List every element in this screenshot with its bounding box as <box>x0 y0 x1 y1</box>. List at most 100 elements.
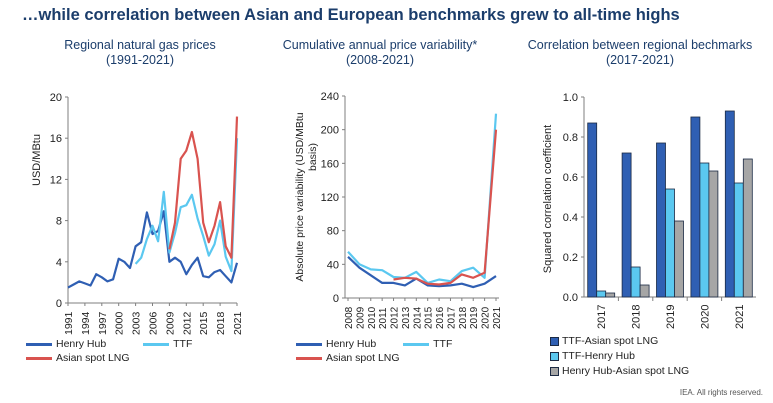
legend-item: Henry Hub <box>296 338 376 351</box>
x-tick-label: 1994 <box>80 311 92 335</box>
y-tick-label: 120 <box>321 192 339 204</box>
chart2-legend: Henry Hub TTF Asian spot LNG <box>296 337 462 365</box>
legend-swatch <box>26 357 52 360</box>
chart3-title: Correlation between regional bechmarks <box>527 38 753 52</box>
legend-item: TTF <box>403 338 452 351</box>
chart3-subtitle: (2017-2021) <box>605 53 675 67</box>
series-line <box>168 116 239 259</box>
chart1-subtitle: (1991-2021) <box>105 53 175 67</box>
y-tick-label: 160 <box>321 158 339 170</box>
y-tick-label: 200 <box>321 125 339 137</box>
x-tick-label: 2009 <box>164 311 176 335</box>
x-tick-label: 2021 <box>734 305 746 329</box>
legend-label: Henry Hub <box>56 338 107 350</box>
x-tick-label: 2020 <box>699 305 711 329</box>
bar <box>699 162 710 298</box>
y-axis-title: Absolute price variability (USD/MBtu <box>294 112 306 281</box>
x-tick-label: 2015 <box>424 306 435 329</box>
y-tick-label: 80 <box>327 226 339 238</box>
series-line <box>347 256 497 289</box>
legend-swatch <box>26 343 52 346</box>
chart1-legend: Henry Hub TTF Asian spot LNG <box>26 337 202 365</box>
legend-item: Asian spot LNG <box>26 352 130 365</box>
chart1-title: Regional natural gas prices <box>64 38 216 52</box>
y-axis-title: USD/MBtu <box>31 134 43 186</box>
x-tick-label: 2010 <box>367 306 378 329</box>
legend-label: TTF-Asian spot LNG <box>562 335 659 347</box>
series-line <box>67 210 239 289</box>
bar <box>708 170 719 298</box>
x-tick-label: 2015 <box>198 311 210 335</box>
x-tick-label: 2020 <box>481 306 492 329</box>
x-tick-label: 2018 <box>631 305 643 329</box>
bar <box>724 110 735 298</box>
x-tick-label: 2011 <box>378 307 389 329</box>
legend-item: TTF-Henry Hub <box>550 350 635 363</box>
x-tick-label: 2000 <box>114 311 126 335</box>
x-tick-label: 1991 <box>63 311 75 335</box>
x-tick-label: 2006 <box>148 311 160 335</box>
x-tick-label: 2013 <box>401 306 412 329</box>
legend-label: TTF-Henry Hub <box>562 350 635 362</box>
legend-swatch <box>550 337 559 346</box>
y-tick-label: 0.2 <box>563 252 578 264</box>
y-tick-label: 1.0 <box>563 92 578 104</box>
legend-swatch <box>296 357 322 360</box>
legend-swatch <box>143 343 170 346</box>
bar <box>733 182 744 298</box>
source-note: IEA. All rights reserved. <box>679 388 763 397</box>
x-tick-label: 2019 <box>665 305 677 329</box>
bar <box>605 292 616 298</box>
y-tick-label: 0 <box>56 298 62 310</box>
chart2-subtitle: (2008-2021) <box>345 53 415 67</box>
x-tick-label: 2021 <box>232 311 244 335</box>
legend-item: Henry Hub-Asian spot LNG <box>550 365 689 378</box>
y-tick-label: 12 <box>50 174 62 186</box>
bar <box>639 284 650 298</box>
y-tick-label: 0 <box>333 293 339 305</box>
chart1-title-block: Regional natural gas prices (1991-2021) <box>40 38 240 68</box>
y-tick-label: 20 <box>50 92 62 104</box>
bar <box>587 122 598 298</box>
legend-swatch <box>550 367 559 376</box>
bar <box>656 142 666 298</box>
legend-item: TTF-Asian spot LNG <box>550 335 658 348</box>
x-tick-label: 1997 <box>97 311 109 335</box>
legend-item: Henry Hub <box>26 338 106 351</box>
y-tick-label: 0.0 <box>563 292 578 304</box>
x-tick-label: 2008 <box>344 306 355 329</box>
bar <box>621 152 632 298</box>
legend-swatch <box>550 352 559 361</box>
x-tick-label: 2018 <box>215 311 227 335</box>
x-tick-label: 2014 <box>412 306 423 329</box>
y-tick-label: 240 <box>321 91 339 103</box>
y-axis-title-cont: basis) <box>307 143 319 171</box>
chart2-title-block: Cumulative annual price variability* (20… <box>280 38 480 68</box>
y-tick-label: 16 <box>50 133 62 145</box>
x-tick-label: 2003 <box>131 311 143 335</box>
y-axis-title: Squared correlation coefficient <box>542 125 554 273</box>
page-title: …while correlation between Asian and Eur… <box>22 6 680 24</box>
chart3-legend: TTF-Asian spot LNG TTF-Henry Hub Henry H… <box>550 335 699 380</box>
x-tick-label: 2017 <box>446 306 457 329</box>
x-tick-label: 2012 <box>181 311 193 335</box>
x-tick-label: 2017 <box>596 305 608 329</box>
x-tick-label: 2016 <box>435 306 446 329</box>
x-tick-label: 2021 <box>492 306 503 329</box>
legend-label: Henry Hub <box>326 338 377 350</box>
bar <box>742 158 753 298</box>
legend-swatch <box>403 343 430 346</box>
chart3-title-block: Correlation between regional bechmarks (… <box>515 38 765 68</box>
y-tick-label: 0.4 <box>563 212 578 224</box>
legend-label: Asian spot LNG <box>56 352 130 364</box>
bar <box>630 266 641 298</box>
x-tick-label: 2012 <box>390 306 401 329</box>
legend-item: Asian spot LNG <box>296 352 400 365</box>
y-tick-label: 4 <box>56 257 62 269</box>
bar <box>596 290 607 298</box>
series-line <box>347 113 498 284</box>
chart2-title: Cumulative annual price variability* <box>282 38 478 52</box>
legend-label: TTF <box>433 338 453 350</box>
series-line <box>393 129 498 286</box>
x-tick-label: 2018 <box>458 306 469 329</box>
